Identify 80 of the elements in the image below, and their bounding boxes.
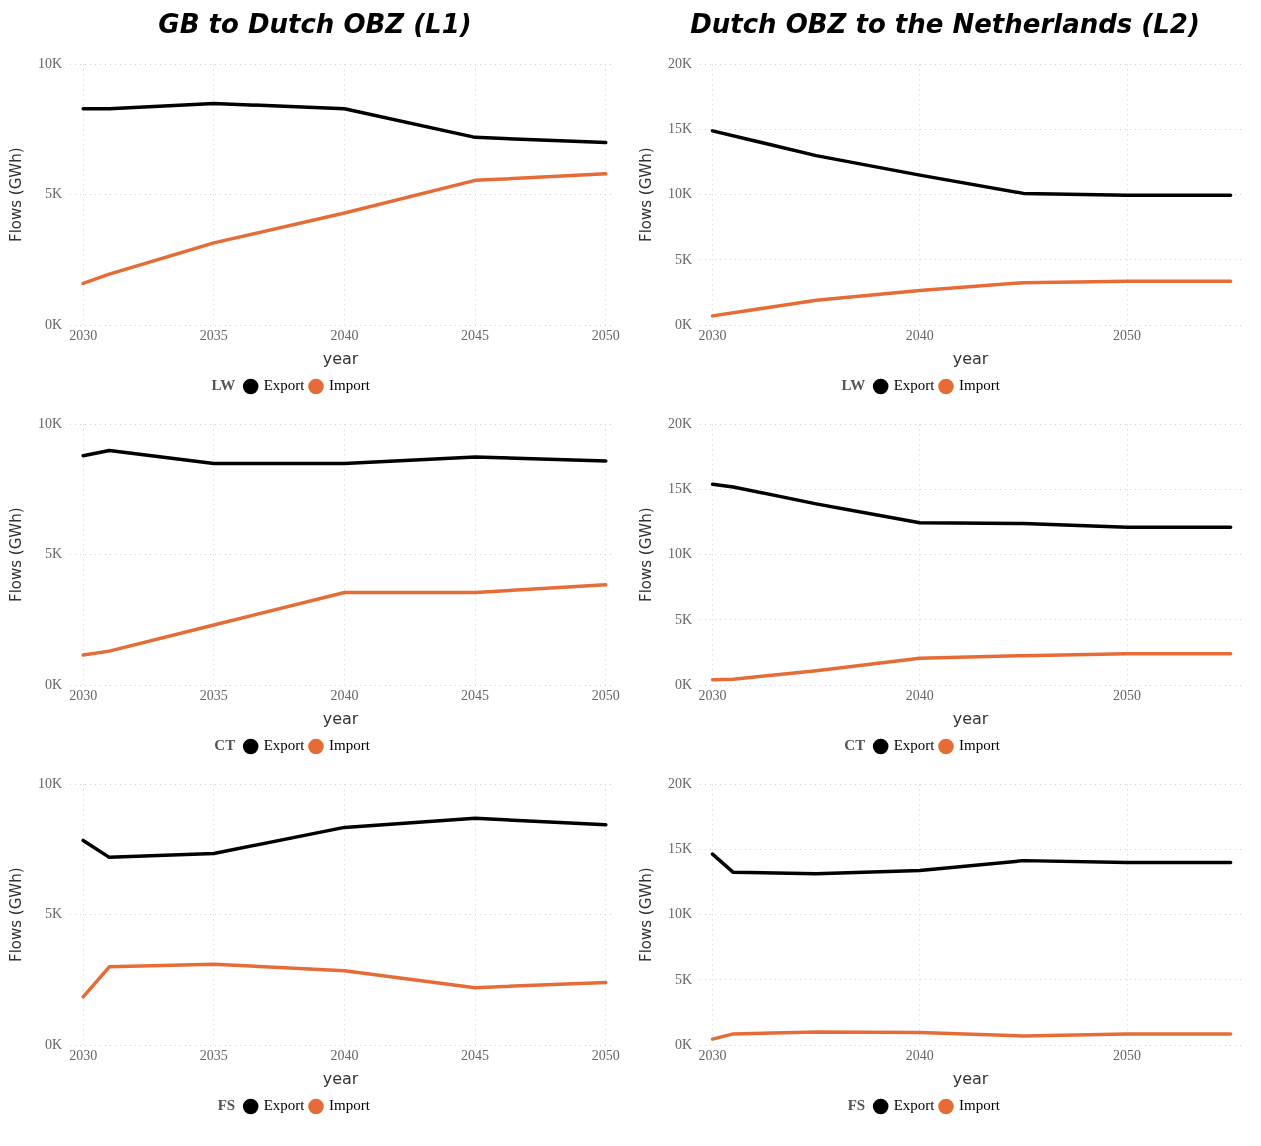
y-tick-label: 15K [667, 481, 693, 497]
x-tick-label: 2050 [1113, 1048, 1142, 1064]
y-tick-label: 5K [674, 611, 693, 627]
y-tick-label: 5K [44, 546, 63, 562]
legend-title: CT [214, 737, 236, 754]
x-axis-title: year [322, 348, 359, 368]
legend-label: Export [893, 377, 936, 394]
y-axis-title: Flows (GWh) [636, 147, 655, 242]
x-axis-title: year [952, 708, 989, 728]
x-tick-label: 2030 [69, 328, 98, 344]
y-tick-label: 5K [44, 906, 63, 922]
x-tick-label: 2035 [199, 1048, 228, 1064]
x-tick-label: 2045 [461, 688, 490, 704]
y-tick-label: 5K [674, 971, 693, 987]
legend-title: FS [847, 1097, 866, 1114]
x-tick-label: 2030 [698, 328, 727, 344]
legend-title: LW [211, 377, 236, 394]
x-tick-label: 2050 [1113, 328, 1142, 344]
legend-label: Import [329, 1097, 371, 1114]
y-tick-label: 20K [667, 56, 693, 72]
x-tick-label: 2030 [69, 688, 98, 704]
legend-label: Import [329, 737, 371, 754]
x-axis-title: year [952, 348, 989, 368]
legend-label: Export [893, 737, 936, 754]
x-tick-label: 2035 [199, 328, 228, 344]
y-tick-label: 20K [667, 416, 693, 432]
legend-title: CT [844, 737, 866, 754]
x-axis-title: year [322, 708, 359, 728]
legend-title: LW [841, 377, 866, 394]
x-tick-label: 2045 [461, 328, 490, 344]
x-tick-label: 2040 [330, 1048, 359, 1064]
y-tick-label: 0K [44, 1036, 63, 1052]
x-tick-label: 2050 [1113, 688, 1142, 704]
y-tick-label: 5K [44, 186, 63, 202]
x-tick-label: 2050 [591, 328, 620, 344]
y-axis-title: Flows (GWh) [636, 867, 655, 962]
x-axis-title: year [952, 1068, 989, 1088]
x-tick-label: 2030 [69, 1048, 98, 1064]
chart-title: Dutch OBZ to the Netherlands (L2) [689, 8, 1201, 41]
y-tick-label: 10K [667, 186, 693, 202]
legend-label: Import [959, 377, 1001, 394]
y-tick-label: 10K [667, 906, 693, 922]
x-tick-label: 2035 [199, 688, 228, 704]
y-axis-title: Flows (GWh) [6, 867, 25, 962]
y-tick-label: 0K [674, 676, 693, 692]
y-tick-label: 10K [37, 416, 63, 432]
legend-label: Export [263, 737, 306, 754]
x-tick-label: 2050 [591, 688, 620, 704]
y-axis-title: Flows (GWh) [6, 507, 25, 602]
legend-label: Import [959, 1097, 1001, 1114]
legend-title: FS [217, 1097, 236, 1114]
legend-label: Import [329, 377, 371, 394]
x-tick-label: 2040 [905, 1048, 934, 1064]
y-tick-label: 10K [37, 56, 63, 72]
x-tick-label: 2040 [330, 328, 359, 344]
x-tick-label: 2040 [905, 688, 934, 704]
y-tick-label: 0K [674, 1036, 693, 1052]
x-tick-label: 2030 [698, 688, 727, 704]
x-tick-label: 2030 [698, 1048, 727, 1064]
y-tick-label: 0K [44, 316, 63, 332]
legend-label: Export [263, 1097, 306, 1114]
y-tick-label: 0K [44, 676, 63, 692]
x-tick-label: 2050 [591, 1048, 620, 1064]
x-axis-title: year [322, 1068, 359, 1088]
y-tick-label: 0K [674, 316, 693, 332]
y-axis-title: Flows (GWh) [6, 147, 25, 242]
y-tick-label: 10K [667, 546, 693, 562]
y-tick-label: 5K [674, 251, 693, 267]
y-tick-label: 15K [667, 121, 693, 137]
legend-label: Export [893, 1097, 936, 1114]
x-tick-label: 2040 [905, 328, 934, 344]
y-tick-label: 20K [667, 776, 693, 792]
x-tick-label: 2040 [330, 688, 359, 704]
x-tick-label: 2045 [461, 1048, 490, 1064]
legend-label: Export [263, 377, 306, 394]
y-axis-title: Flows (GWh) [636, 507, 655, 602]
chart-title: GB to Dutch OBZ (L1) [157, 8, 473, 41]
y-tick-label: 15K [667, 841, 693, 857]
legend-label: Import [959, 737, 1001, 754]
y-tick-label: 10K [37, 776, 63, 792]
